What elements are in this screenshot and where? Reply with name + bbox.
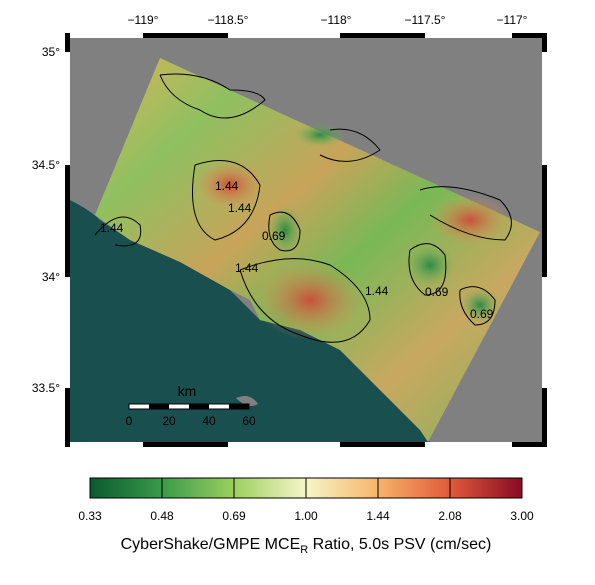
scale-tick: 0 — [126, 414, 133, 428]
map: 1.44 1.44 1.44 0.69 1.44 0.69 0.69 1.44 … — [32, 13, 547, 447]
scale-bar: km 0 20 40 60 — [126, 383, 256, 428]
lon-label: −117° — [497, 13, 528, 27]
lon-label: −119° — [128, 13, 159, 27]
lat-label: 33.5° — [32, 381, 60, 395]
colorbar-label: CyberShake/GMPE MCER Ratio, 5.0s PSV (cm… — [121, 536, 492, 556]
lon-labels: −119° −118.5° −118° −117.5° −117° — [128, 13, 528, 27]
contour-label: 0.69 — [425, 285, 449, 299]
contour-label: 0.69 — [470, 307, 494, 321]
colorbar-tick-label: 0.33 — [78, 509, 102, 523]
colorbar-tick-label: 1.44 — [366, 509, 390, 523]
lon-label: −118° — [321, 13, 352, 27]
contour-label: 1.44 — [365, 284, 389, 298]
lat-label: 34° — [42, 270, 60, 284]
frame-ticks — [65, 33, 547, 447]
lat-label: 34.5° — [32, 158, 60, 172]
colorbar-tick-label: 3.00 — [510, 509, 534, 523]
lon-label: −117.5° — [405, 13, 446, 27]
contour-labels: 1.44 1.44 1.44 0.69 1.44 0.69 0.69 1.44 — [100, 179, 494, 321]
colorbar-tick-label: 1.00 — [294, 509, 318, 523]
lat-labels: 35° 34.5° 34° 33.5° — [32, 45, 60, 395]
contour-label: 1.44 — [228, 201, 252, 215]
colorbar: 0.33 0.48 0.69 1.00 1.44 2.08 3.00 CyberShake/… — [78, 477, 534, 556]
label-subscript: R — [300, 544, 308, 556]
lat-label: 35° — [42, 45, 60, 59]
scale-tick: 20 — [162, 414, 176, 428]
lon-label: −118.5° — [208, 13, 249, 27]
contour-label: 1.44 — [235, 261, 259, 275]
scale-tick: 60 — [242, 414, 256, 428]
contour-label: 1.44 — [100, 221, 124, 235]
ocean — [70, 200, 430, 442]
simulation-region — [95, 58, 540, 442]
scale-tick: 40 — [202, 414, 216, 428]
contours — [94, 73, 512, 343]
colorbar-tick-label: 0.69 — [222, 509, 246, 523]
colorbar-tick-label: 2.08 — [438, 509, 462, 523]
contour-label: 0.69 — [262, 229, 286, 243]
scale-unit: km — [178, 383, 197, 399]
colorbar-tick-label: 0.48 — [150, 509, 174, 523]
label-suffix: Ratio, 5.0s PSV (cm/sec) — [308, 536, 491, 553]
label-prefix: CyberShake/GMPE MCE — [121, 536, 301, 553]
contour-label: 1.44 — [215, 179, 239, 193]
